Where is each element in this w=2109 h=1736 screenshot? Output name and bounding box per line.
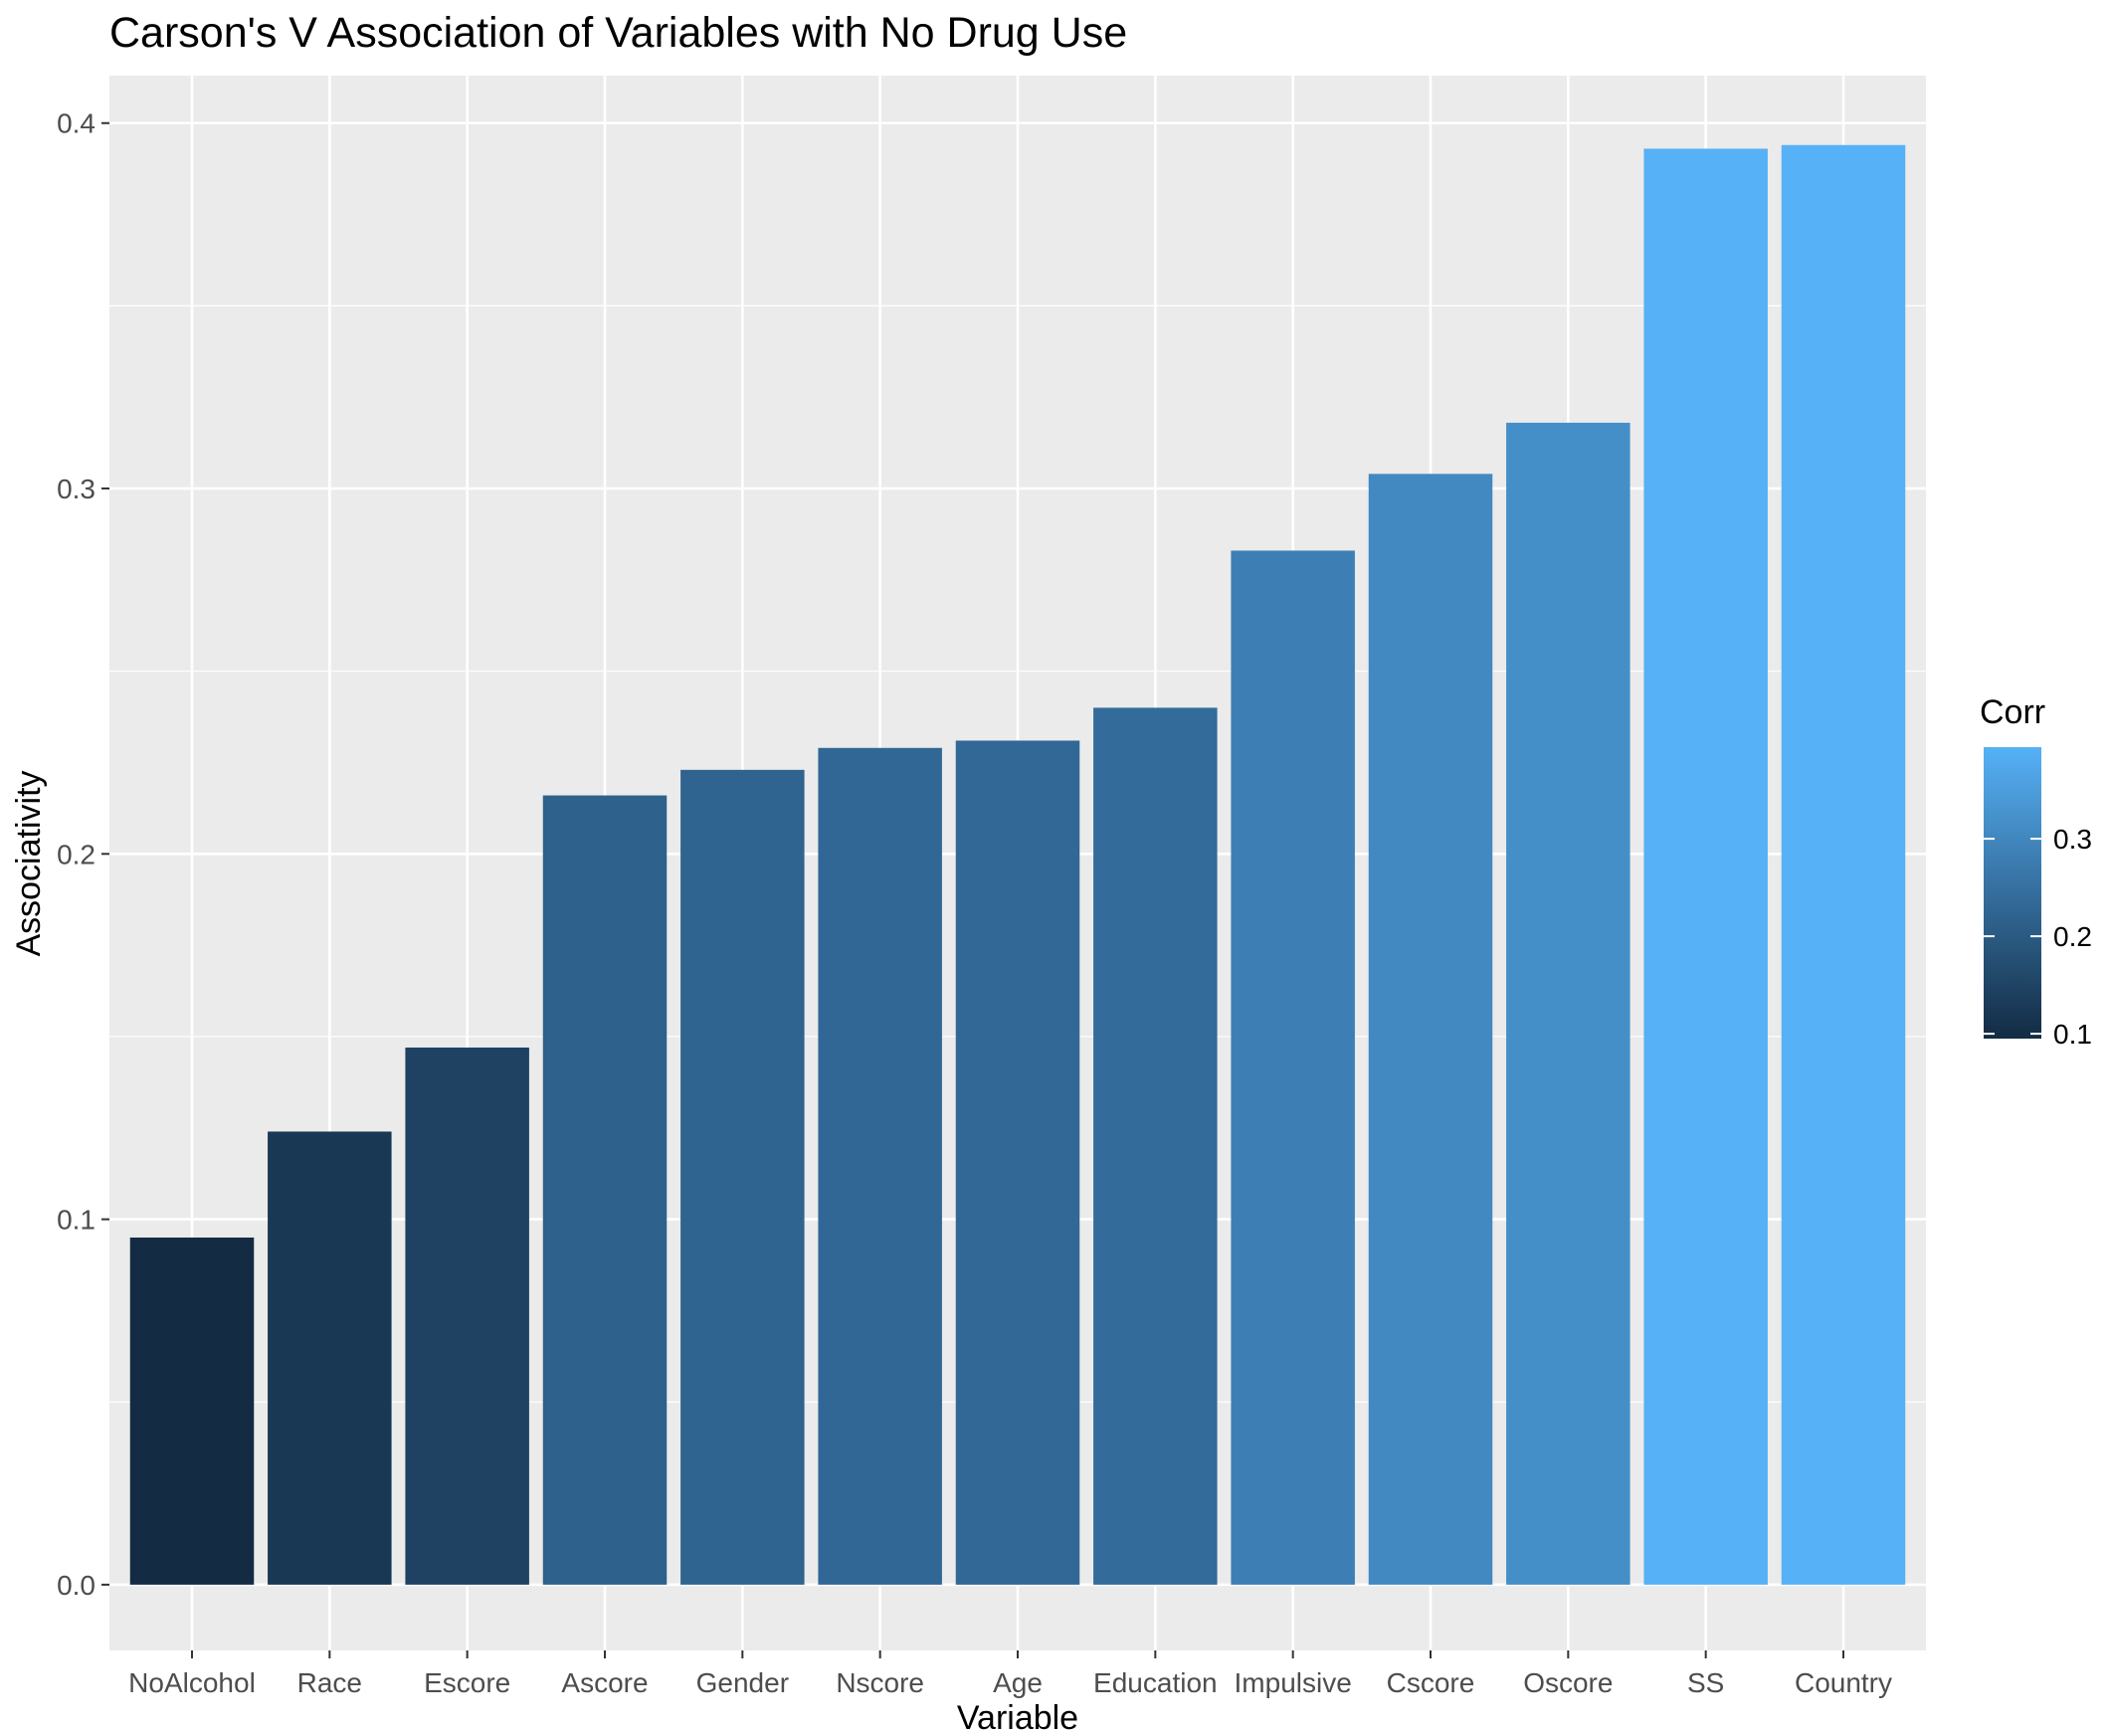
x-tick-label: Age: [993, 1667, 1043, 1698]
x-tick-label: NoAlcohol: [128, 1667, 256, 1698]
chart-title: Carson's V Association of Variables with…: [109, 9, 1127, 57]
bar-race: [268, 1131, 392, 1585]
bar-age: [955, 740, 1080, 1585]
bar-oscore: [1506, 422, 1630, 1585]
y-tick-label: 0.1: [57, 1205, 96, 1236]
bars: [129, 144, 1906, 1585]
y-tick-label: 0.2: [57, 839, 96, 869]
y-tick-label: 0.4: [57, 108, 96, 139]
x-tick-label: Country: [1795, 1667, 1892, 1698]
x-tick-label: Cscore: [1387, 1667, 1475, 1698]
bar-gender: [680, 769, 805, 1585]
x-tick-label: Race: [297, 1667, 362, 1698]
legend-tick-label: 0.2: [2053, 921, 2092, 952]
bar-escore: [405, 1047, 529, 1585]
y-tick-label: 0.0: [57, 1570, 96, 1601]
legend-colorbar: [1984, 747, 2041, 1039]
x-tick-label: Oscore: [1523, 1667, 1613, 1698]
legend-tick-label: 0.3: [2053, 824, 2092, 855]
bar-noalcohol: [129, 1237, 255, 1585]
bar-impulsive: [1231, 550, 1355, 1585]
bar-country: [1781, 144, 1906, 1585]
x-tick-label: Impulsive: [1235, 1667, 1352, 1698]
y-axis: 0.0 0.1 0.2 0.3 0.4: [57, 108, 109, 1601]
bar-ss: [1643, 148, 1768, 1585]
x-axis: NoAlcohol Race Escore Ascore Gender Nscore Age…: [128, 1650, 1892, 1698]
x-tick-label: Escore: [424, 1667, 510, 1698]
bar-cscore: [1368, 474, 1493, 1585]
legend-tick-label: 0.1: [2053, 1019, 2092, 1050]
x-tick-label: Education: [1093, 1667, 1218, 1698]
legend-ticks: 0.1 0.2 0.3: [1984, 824, 2092, 1050]
y-axis-title: Associativity: [10, 770, 48, 956]
bar-nscore: [818, 747, 942, 1585]
x-tick-label: Nscore: [836, 1667, 924, 1698]
bar-education: [1093, 707, 1218, 1585]
legend-title: Corr: [1980, 693, 2045, 731]
x-tick-label: Ascore: [561, 1667, 648, 1698]
x-tick-label: Gender: [696, 1667, 789, 1698]
x-axis-title: Variable: [957, 1699, 1078, 1736]
x-tick-label: SS: [1687, 1667, 1724, 1698]
legend: Corr 0.1 0.2 0.3: [1980, 693, 2092, 1050]
bar-ascore: [542, 795, 668, 1585]
y-tick-label: 0.3: [57, 474, 96, 504]
